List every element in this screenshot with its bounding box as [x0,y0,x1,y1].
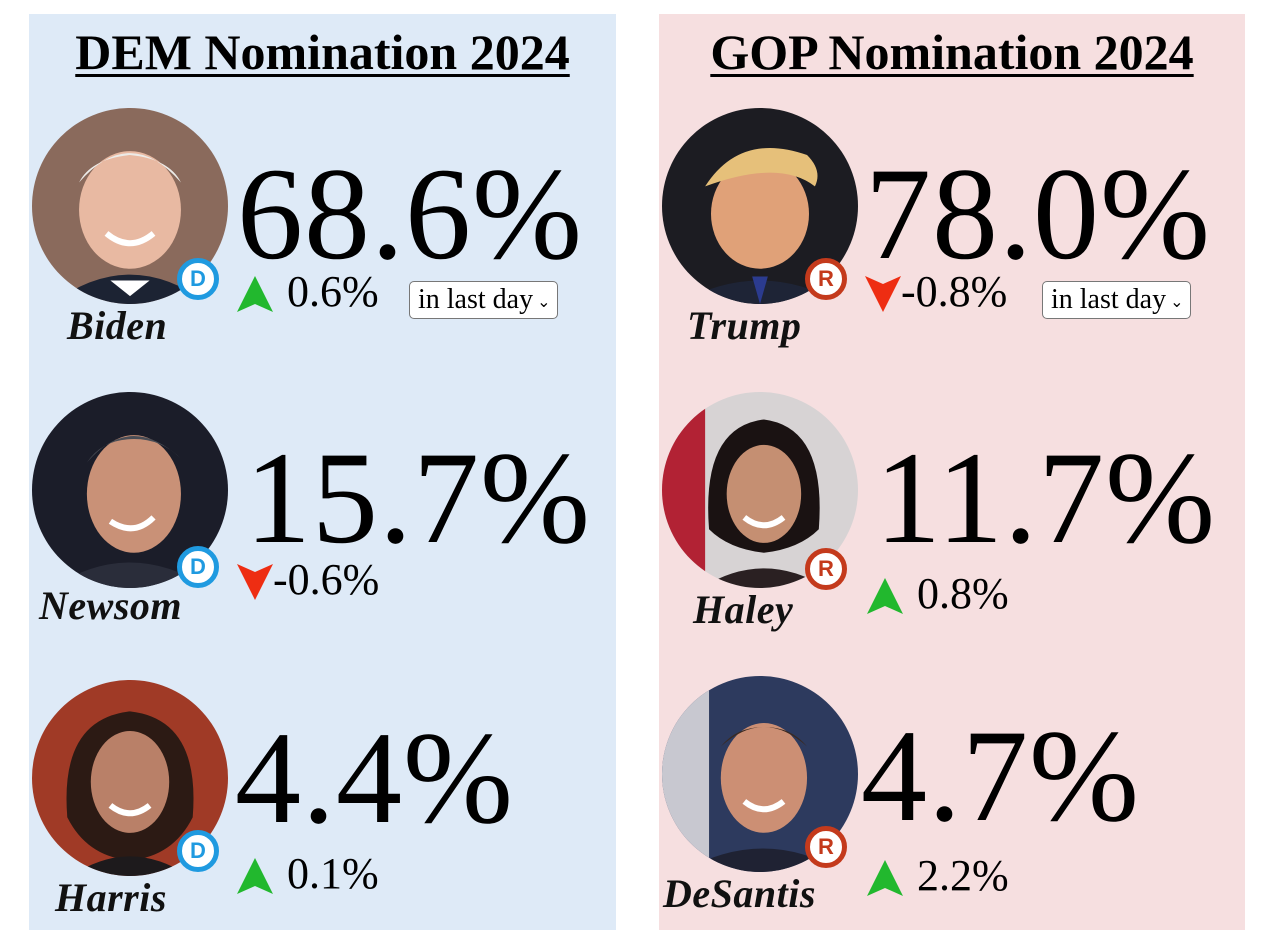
change-value: 2.2% [917,851,1009,900]
biden-avatar [32,108,228,304]
candidate-name: DeSantis [663,871,816,916]
republican-r-badge-icon: R [805,548,847,590]
triangle-up-icon [865,858,905,898]
triangle-up-icon [865,576,905,616]
change-value: 0.6% [287,267,379,316]
gop-panel: GOP Nomination 2024 R Trump 78.0% -0.8% … [659,14,1245,930]
triangle-down-icon [235,562,275,602]
candidate-card-desantis: R DeSantis 4.7% 2.2% [659,676,1245,926]
republican-r-badge-icon: R [805,258,847,300]
harris-avatar [32,680,228,876]
candidate-name: Newsom [39,583,182,628]
triangle-up-icon [235,274,275,314]
candidate-name: Biden [67,303,168,348]
democrat-d-badge-icon: D [177,546,219,588]
dem-panel: DEM Nomination 2024 D Biden 68.6% 0.6% i… [29,14,616,930]
candidate-percentage: 15.7% [245,424,591,571]
candidate-percentage: 68.6% [237,140,583,287]
change-value: -0.6% [273,555,380,604]
democrat-d-badge-icon: D [177,830,219,872]
candidate-card-trump: R Trump 78.0% -0.8% in last day ⌄ [659,108,1245,358]
chevron-down-icon: ⌄ [1170,291,1184,311]
change-value: -0.8% [901,267,1008,316]
period-select[interactable]: in last day ⌄ [1042,281,1191,319]
candidate-percentage: 4.4% [235,704,514,851]
gop-panel-title: GOP Nomination 2024 [710,24,1194,80]
candidate-name: Haley [693,587,794,632]
candidate-name: Trump [687,303,802,348]
candidate-percentage: 4.7% [861,702,1140,849]
candidate-card-newsom: D Newsom 15.7% -0.6% [29,392,616,642]
candidate-percentage: 11.7% [875,424,1217,571]
candidate-card-biden: D Biden 68.6% 0.6% in last day ⌄ [29,108,616,358]
triangle-down-icon [863,274,903,314]
candidate-percentage: 78.0% [865,140,1211,287]
candidate-name: Harris [55,875,167,920]
dem-panel-title: DEM Nomination 2024 [75,24,570,80]
change-value: 0.8% [917,569,1009,618]
candidate-card-haley: R Haley 11.7% 0.8% [659,392,1245,642]
candidate-card-harris: D Harris 4.4% 0.1% [29,680,616,930]
period-select[interactable]: in last day ⌄ [409,281,558,319]
democrat-d-badge-icon: D [177,258,219,300]
change-value: 0.1% [287,849,379,898]
republican-r-badge-icon: R [805,826,847,868]
triangle-up-icon [235,856,275,896]
chevron-down-icon: ⌄ [537,291,551,311]
